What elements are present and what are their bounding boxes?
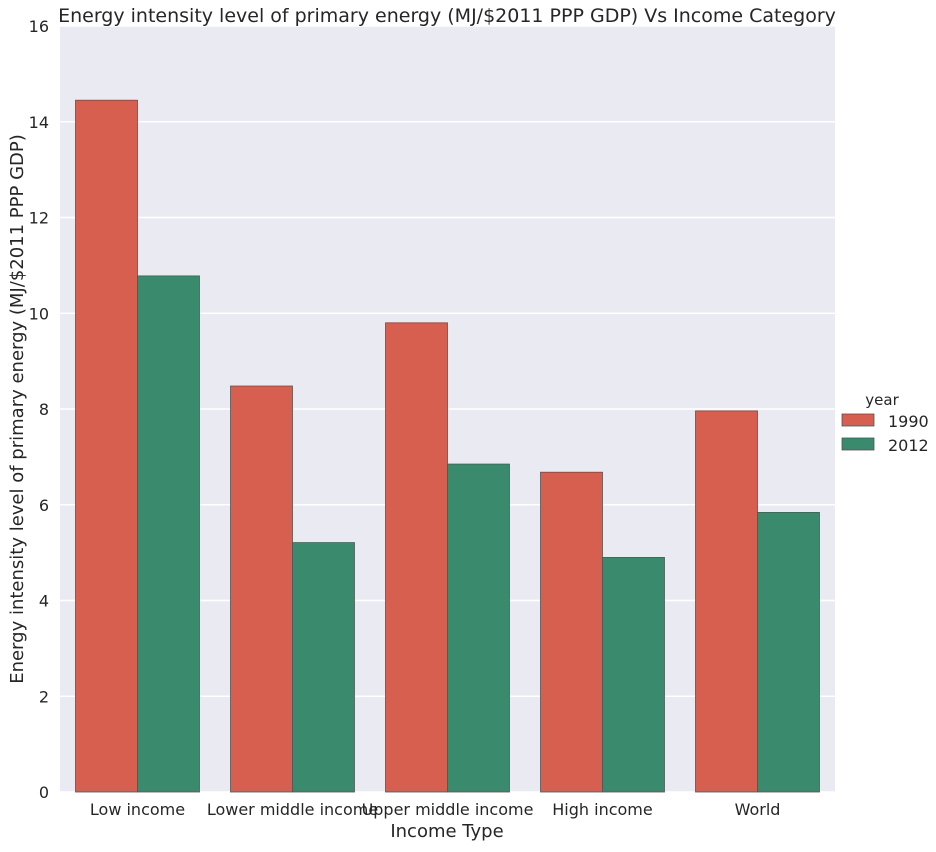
- x-axis-label: Income Type: [390, 821, 503, 842]
- y-tick-labels: 0 2 4 6 8 10 12 14 16: [29, 17, 49, 802]
- legend-label-1990: 1990: [888, 412, 929, 431]
- legend-title: year: [865, 391, 899, 409]
- chart-title: Energy intensity level of primary energy…: [58, 5, 836, 27]
- x-tick-label: Upper middle income: [362, 800, 534, 819]
- bar-2012-high-income: [602, 557, 665, 793]
- y-tick-label: 12: [29, 209, 49, 228]
- bar-1990-upper-middle-income: [385, 322, 448, 793]
- bar-1990-high-income: [540, 471, 603, 793]
- x-tick-label: High income: [552, 800, 652, 819]
- y-tick-label: 0: [39, 783, 49, 802]
- legend-swatch-2012: [841, 437, 875, 451]
- legend-swatch-1990: [841, 413, 875, 427]
- y-tick-label: 10: [29, 304, 49, 323]
- y-tick-label: 6: [39, 496, 49, 515]
- legend-label-2012: 2012: [888, 436, 929, 455]
- y-tick-label: 4: [39, 592, 49, 611]
- y-tick-label: 2: [39, 687, 49, 706]
- y-tick-label: 8: [39, 400, 49, 419]
- y-tick-label: 14: [29, 113, 49, 132]
- bar-1990-low-income: [75, 99, 138, 793]
- bar-2012-world: [757, 512, 820, 793]
- x-tick-label: Low income: [90, 800, 185, 819]
- bar-2012-upper-middle-income: [447, 463, 510, 793]
- y-tick-label: 16: [29, 17, 49, 36]
- x-tick-label: World: [735, 800, 781, 819]
- y-axis-label: Energy intensity level of primary energy…: [7, 134, 28, 684]
- legend: year 1990 2012: [841, 391, 929, 455]
- bar-1990-world: [695, 410, 758, 793]
- bar-2012-lower-middle-income: [292, 542, 355, 793]
- x-tick-label: Lower middle income: [207, 800, 378, 819]
- bar-2012-low-income: [137, 275, 200, 793]
- bars: [75, 99, 820, 793]
- bar-1990-lower-middle-income: [230, 385, 293, 793]
